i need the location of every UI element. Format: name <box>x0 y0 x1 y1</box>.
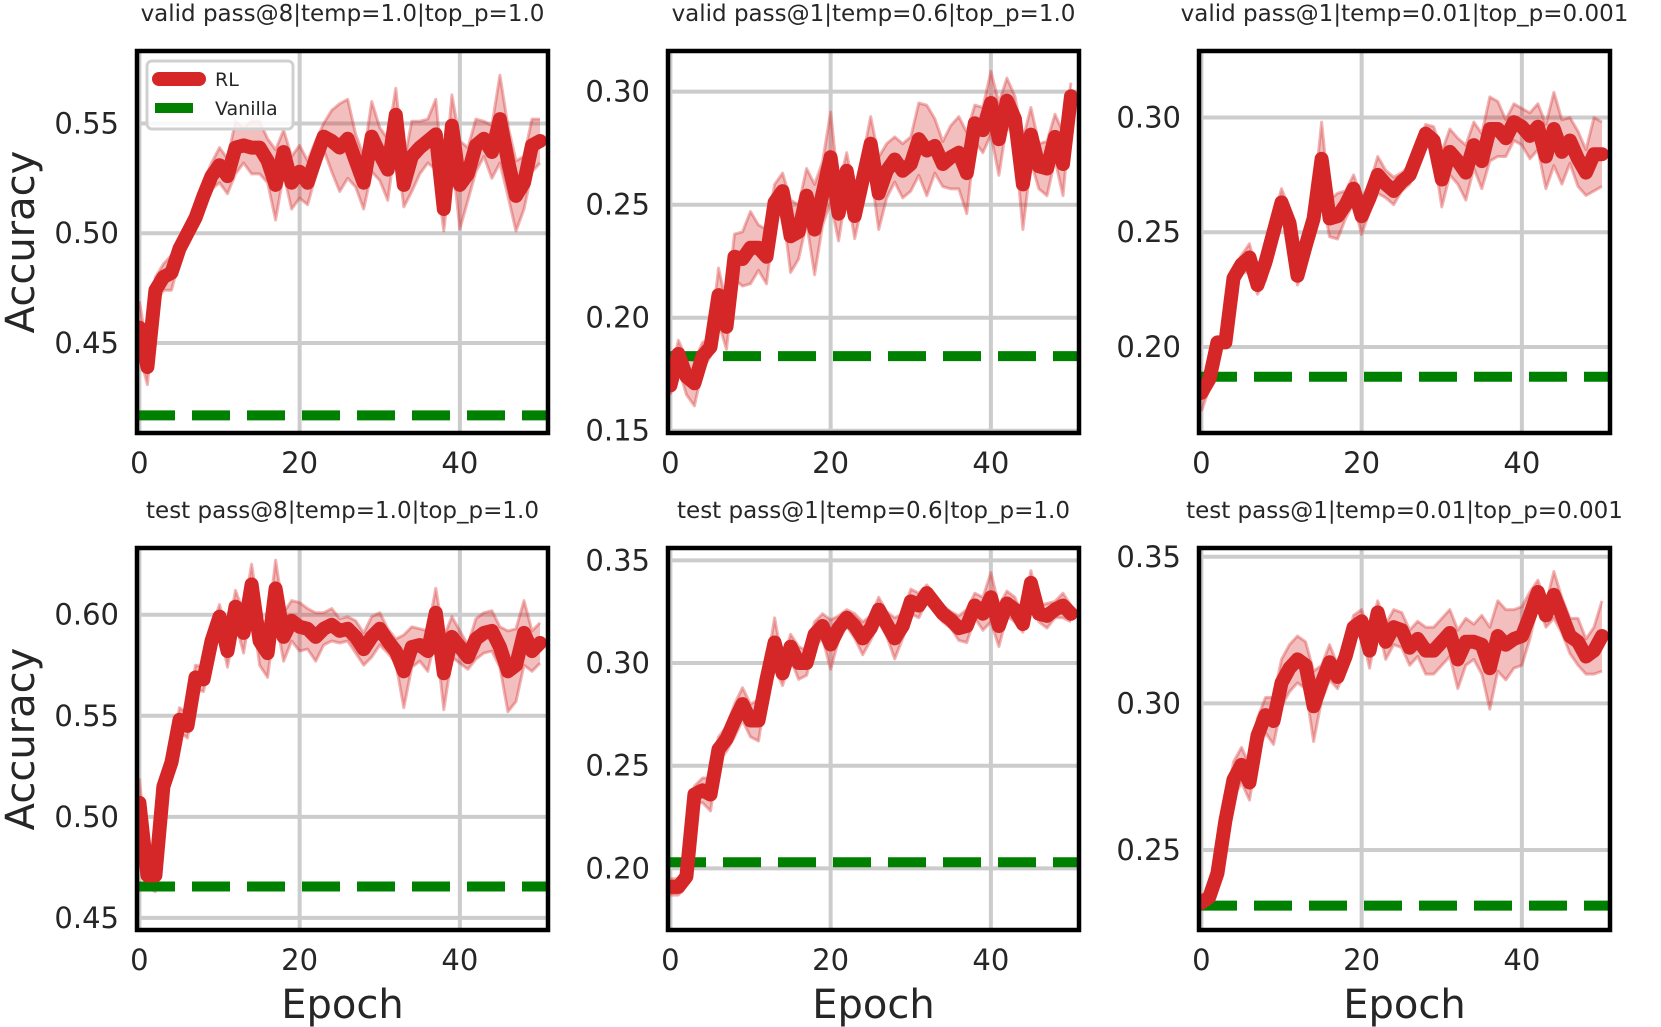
y-tick-label: 0.55 <box>54 699 119 733</box>
rl-mean-line <box>668 89 1078 393</box>
subplot-5: test pass@1|temp=0.6|top_p=1.0 0 20 40 0.20 0… <box>585 498 1082 1027</box>
plot-area <box>137 73 548 421</box>
subplot-2: valid pass@1|temp=0.6|top_p=1.0 0 20 40 0.15… <box>585 1 1082 480</box>
subplot-6: test pass@1|temp=0.01|top_p=0.001 0 20 40 0.… <box>1116 498 1623 1027</box>
y-tick-label: 0.15 <box>585 414 650 448</box>
x-tick-label: 20 <box>812 943 849 977</box>
subplot-title: test pass@8|temp=1.0|top_p=1.0 <box>146 498 539 524</box>
subplot-title: valid pass@1|temp=0.01|top_p=0.001 <box>1181 1 1629 27</box>
y-tick-label: 0.20 <box>585 851 650 885</box>
subplot-3: valid pass@1|temp=0.01|top_p=0.001 0 20 40 0… <box>1116 1 1628 480</box>
rl-mean-line <box>137 107 547 375</box>
y-tick-label: 0.20 <box>585 301 650 335</box>
y-tick-label: 0.30 <box>1116 686 1181 720</box>
subplot-title: valid pass@1|temp=0.6|top_p=1.0 <box>672 1 1076 27</box>
plot-area <box>1199 570 1610 911</box>
plot-area <box>1199 90 1610 412</box>
subplot-1: valid pass@8|temp=1.0|top_p=1.0 0 20 40 0.45… <box>0 1 551 480</box>
axes-frame <box>134 48 551 436</box>
rl-band-upper-edge <box>668 69 1073 377</box>
rl-std-band <box>1201 92 1602 412</box>
x-tick-label: 0 <box>661 446 679 480</box>
rl-mean-line <box>1199 115 1609 400</box>
y-tick-label: 0.50 <box>54 216 119 250</box>
y-tick-label: 0.35 <box>1116 540 1181 574</box>
x-tick-label: 20 <box>281 446 318 480</box>
x-axis-label: Epoch <box>1343 982 1465 1027</box>
subplot-title: test pass@1|temp=0.01|top_p=0.001 <box>1186 498 1623 524</box>
rl-band-lower-edge <box>1200 602 1603 910</box>
y-tick-label: 0.30 <box>585 646 650 680</box>
y-tick-label: 0.25 <box>1116 215 1181 249</box>
axes-frame <box>665 545 1082 933</box>
subplot-title: test pass@1|temp=0.6|top_p=1.0 <box>677 498 1070 524</box>
x-tick-label: 0 <box>130 943 148 977</box>
x-tick-label: 20 <box>1343 446 1380 480</box>
axes-frame <box>1196 545 1613 933</box>
x-tick-label: 0 <box>1192 446 1210 480</box>
x-tick-label: 0 <box>130 446 148 480</box>
x-tick-label: 0 <box>1192 943 1210 977</box>
y-tick-label: 0.25 <box>585 749 650 783</box>
x-tick-label: 40 <box>441 446 478 480</box>
rl-mean-line <box>137 577 547 883</box>
plot-area <box>668 69 1079 408</box>
y-axis-label: Accuracy <box>0 151 44 334</box>
axes-frame <box>134 545 551 933</box>
legend-vanilla-label: Vanilla <box>215 98 278 120</box>
y-tick-label: 0.25 <box>585 188 650 222</box>
rl-mean-line <box>1199 585 1609 910</box>
axes-frame <box>665 48 1082 436</box>
x-tick-label: 40 <box>1503 943 1540 977</box>
plot-area <box>668 569 1079 897</box>
legend-rl-label: RL <box>215 69 239 91</box>
x-tick-label: 40 <box>1503 446 1540 480</box>
x-tick-label: 40 <box>441 943 478 977</box>
subplot-title: valid pass@8|temp=1.0|top_p=1.0 <box>141 1 545 27</box>
y-tick-label: 0.45 <box>54 326 119 360</box>
rl-std-band <box>139 560 540 892</box>
x-axis-label: Epoch <box>281 982 403 1027</box>
legend: RL Vanilla <box>145 59 295 131</box>
y-tick-label: 0.20 <box>1116 330 1181 364</box>
x-tick-label: 20 <box>812 446 849 480</box>
x-tick-label: 20 <box>1343 943 1380 977</box>
y-tick-label: 0.60 <box>54 598 119 632</box>
x-tick-label: 20 <box>281 943 318 977</box>
y-tick-label: 0.30 <box>1116 101 1181 135</box>
y-tick-label: 0.45 <box>54 901 119 935</box>
y-tick-label: 0.25 <box>1116 833 1181 867</box>
rl-mean-line <box>668 575 1078 894</box>
x-tick-label: 40 <box>972 446 1009 480</box>
subplot-4: test pass@8|temp=1.0|top_p=1.0 0 20 40 0.45 0… <box>0 498 551 1027</box>
x-tick-label: 0 <box>661 943 679 977</box>
x-tick-label: 40 <box>972 943 1009 977</box>
axes-frame <box>1196 48 1613 436</box>
plot-area <box>137 558 548 894</box>
rl-band-upper-edge <box>1200 570 1604 899</box>
y-tick-label: 0.55 <box>54 106 119 140</box>
x-axis-label: Epoch <box>812 982 934 1027</box>
y-tick-label: 0.30 <box>585 75 650 109</box>
y-axis-label: Accuracy <box>0 648 44 831</box>
y-tick-label: 0.50 <box>54 800 119 834</box>
y-tick-label: 0.35 <box>585 543 650 577</box>
